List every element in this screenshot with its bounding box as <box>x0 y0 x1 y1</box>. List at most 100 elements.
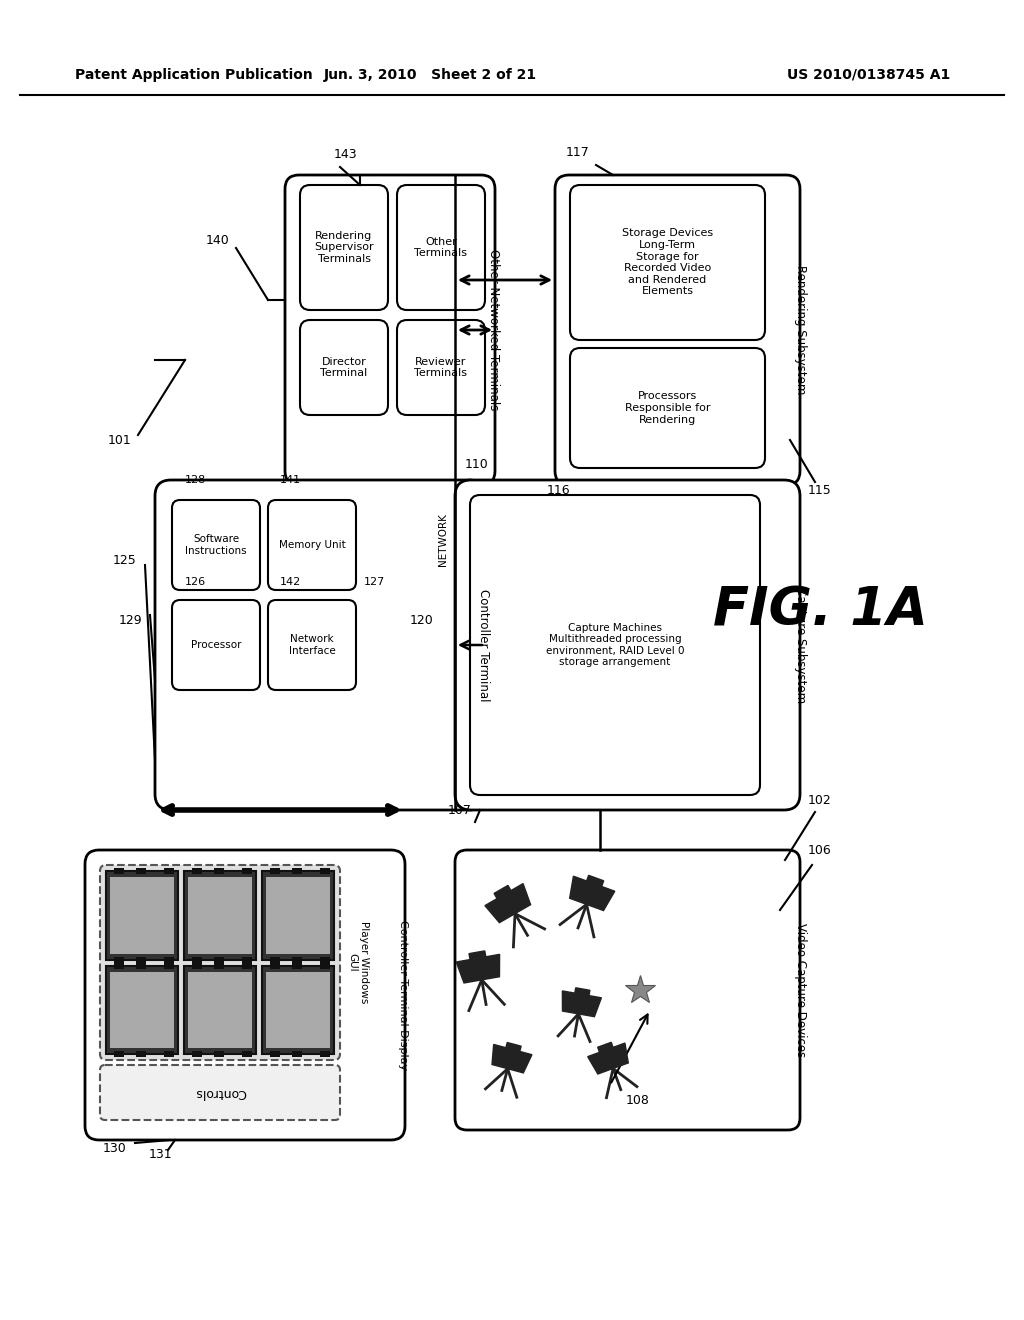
Text: Patent Application Publication: Patent Application Publication <box>75 69 312 82</box>
Polygon shape <box>598 1043 613 1052</box>
Text: Memory Unit: Memory Unit <box>279 540 345 550</box>
Text: 131: 131 <box>148 1148 172 1162</box>
Polygon shape <box>569 876 614 911</box>
Bar <box>242 962 252 969</box>
Text: 129: 129 <box>118 614 141 627</box>
FancyBboxPatch shape <box>455 480 800 810</box>
FancyBboxPatch shape <box>570 185 765 341</box>
Text: Reviewer
Terminals: Reviewer Terminals <box>415 356 468 379</box>
Text: Software
Instructions: Software Instructions <box>185 535 247 556</box>
Polygon shape <box>457 954 500 983</box>
Text: Capture Machines
Multithreaded processing
environment, RAID Level 0
storage arra: Capture Machines Multithreaded processin… <box>546 623 684 668</box>
Bar <box>136 869 146 874</box>
Bar <box>164 962 174 969</box>
FancyBboxPatch shape <box>172 500 260 590</box>
Bar <box>188 876 252 953</box>
Text: Other Networked Terminals: Other Networked Terminals <box>486 249 500 411</box>
Bar <box>292 1051 302 1057</box>
Text: 126: 126 <box>184 577 206 587</box>
Bar <box>106 965 178 1053</box>
Text: US 2010/0138745 A1: US 2010/0138745 A1 <box>786 69 950 82</box>
Bar <box>270 869 280 874</box>
Text: Processor: Processor <box>190 640 242 649</box>
Text: Network
Interface: Network Interface <box>289 634 336 656</box>
Text: 142: 142 <box>280 577 301 587</box>
Polygon shape <box>588 1043 629 1074</box>
Text: Video Capture Devices: Video Capture Devices <box>794 923 807 1057</box>
Bar <box>242 869 252 874</box>
Text: Capture Subsystem: Capture Subsystem <box>794 587 807 704</box>
Text: 128: 128 <box>184 475 206 484</box>
Text: Controller Terminal: Controller Terminal <box>476 589 489 701</box>
Bar <box>193 869 202 874</box>
FancyBboxPatch shape <box>100 865 340 1060</box>
Bar <box>262 965 334 1053</box>
FancyBboxPatch shape <box>300 319 388 414</box>
FancyBboxPatch shape <box>268 500 356 590</box>
Bar <box>193 957 202 962</box>
Text: Processors
Responsible for
Rendering: Processors Responsible for Rendering <box>625 392 711 425</box>
Bar <box>214 1051 224 1057</box>
Text: 120: 120 <box>410 614 434 627</box>
Polygon shape <box>469 950 485 960</box>
Bar <box>319 962 330 969</box>
Bar <box>292 869 302 874</box>
FancyBboxPatch shape <box>555 176 800 484</box>
Bar <box>193 1051 202 1057</box>
Polygon shape <box>494 886 511 899</box>
Text: 141: 141 <box>280 475 301 484</box>
FancyBboxPatch shape <box>397 319 485 414</box>
Bar <box>262 871 334 960</box>
Polygon shape <box>562 991 601 1016</box>
Bar <box>114 962 124 969</box>
FancyBboxPatch shape <box>155 480 485 810</box>
Bar <box>214 962 224 969</box>
Polygon shape <box>574 987 590 995</box>
Bar <box>193 962 202 969</box>
Text: Director
Terminal: Director Terminal <box>321 356 368 379</box>
FancyBboxPatch shape <box>285 176 495 484</box>
Bar <box>319 1051 330 1057</box>
Bar <box>106 871 178 960</box>
FancyBboxPatch shape <box>455 850 800 1130</box>
Text: Storage Devices
Long-Term
Storage for
Recorded Video
and Rendered
Elements: Storage Devices Long-Term Storage for Re… <box>622 228 713 297</box>
FancyBboxPatch shape <box>300 185 388 310</box>
Bar <box>110 876 174 953</box>
Polygon shape <box>492 1044 531 1073</box>
Text: Rendering
Supervisor
Terminals: Rendering Supervisor Terminals <box>314 231 374 264</box>
Bar <box>110 972 174 1048</box>
FancyBboxPatch shape <box>268 601 356 690</box>
Bar <box>214 869 224 874</box>
Text: 115: 115 <box>808 483 831 496</box>
Bar <box>270 957 280 962</box>
Text: 101: 101 <box>109 433 132 446</box>
Text: 107: 107 <box>449 804 472 817</box>
Bar <box>114 1051 124 1057</box>
Text: 102: 102 <box>808 793 831 807</box>
FancyBboxPatch shape <box>85 850 406 1140</box>
FancyBboxPatch shape <box>397 185 485 310</box>
FancyBboxPatch shape <box>172 601 260 690</box>
Bar <box>292 962 302 969</box>
Bar <box>270 1051 280 1057</box>
Bar <box>136 957 146 962</box>
FancyBboxPatch shape <box>100 1065 340 1119</box>
Text: NETWORK: NETWORK <box>438 513 449 566</box>
Bar <box>319 957 330 962</box>
Text: Jun. 3, 2010   Sheet 2 of 21: Jun. 3, 2010 Sheet 2 of 21 <box>324 69 537 82</box>
Bar <box>164 1051 174 1057</box>
Text: 108: 108 <box>626 1093 650 1106</box>
Polygon shape <box>506 1043 521 1052</box>
Bar <box>242 957 252 962</box>
Bar <box>114 957 124 962</box>
Bar <box>164 957 174 962</box>
Bar <box>214 957 224 962</box>
Text: FIG. 1A: FIG. 1A <box>713 583 928 636</box>
Bar <box>164 869 174 874</box>
Text: 116: 116 <box>546 483 569 496</box>
Bar <box>184 965 256 1053</box>
Bar <box>270 962 280 969</box>
FancyBboxPatch shape <box>470 495 760 795</box>
Text: 127: 127 <box>364 577 385 587</box>
Bar <box>266 876 330 953</box>
